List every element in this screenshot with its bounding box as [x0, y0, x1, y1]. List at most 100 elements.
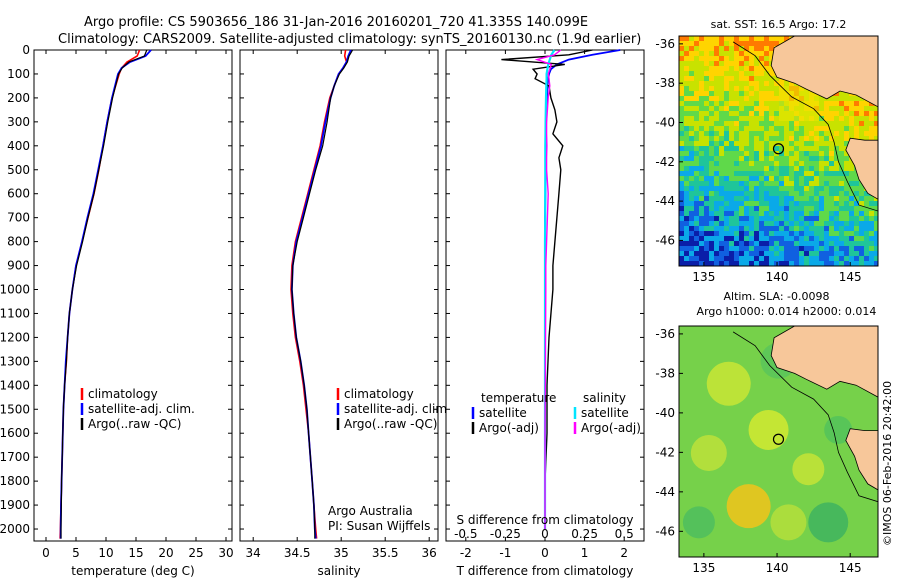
- sst-pixel: [729, 156, 735, 162]
- sst-pixel: [754, 76, 760, 82]
- sst-pixel: [854, 261, 860, 266]
- sst-pixel: [844, 196, 850, 202]
- sst-pixel: [869, 236, 875, 242]
- sst-pixel: [794, 166, 800, 172]
- sst-pixel: [749, 191, 755, 197]
- sst-pixel: [739, 116, 745, 122]
- sst-pixel: [744, 66, 750, 72]
- sst-pixel: [754, 216, 760, 222]
- map-y-tick-label: -40: [655, 115, 675, 129]
- sst-pixel: [689, 236, 695, 242]
- sst-pixel: [754, 126, 760, 132]
- sst-pixel: [869, 251, 875, 257]
- sst-pixel: [859, 191, 865, 197]
- sst-pixel: [704, 36, 710, 42]
- sst-pixel: [834, 241, 840, 247]
- sst-pixel: [699, 81, 705, 87]
- sst-pixel: [684, 161, 690, 167]
- sst-pixel: [739, 256, 745, 262]
- sst-pixel: [679, 206, 685, 212]
- sst-pixel: [769, 76, 775, 82]
- sst-pixel: [789, 206, 795, 212]
- sst-pixel: [699, 121, 705, 127]
- sst-pixel: [849, 236, 855, 242]
- sst-pixel: [784, 156, 790, 162]
- sst-pixel: [679, 151, 685, 157]
- sst-pixel: [714, 61, 720, 67]
- sst-pixel: [774, 196, 780, 202]
- sst-pixel: [684, 71, 690, 77]
- sst-pixel: [834, 96, 840, 102]
- sst-pixel: [774, 201, 780, 207]
- sst-pixel: [699, 96, 705, 102]
- sst-pixel: [804, 171, 810, 177]
- sst-pixel: [749, 126, 755, 132]
- sst-pixel: [784, 181, 790, 187]
- sst-pixel: [709, 181, 715, 187]
- sst-pixel: [804, 131, 810, 137]
- depth-tick-label: 500: [7, 163, 30, 177]
- sst-pixel: [754, 201, 760, 207]
- sst-pixel: [829, 136, 835, 142]
- sst-pixel: [719, 241, 725, 247]
- sst-pixel: [714, 201, 720, 207]
- sst-pixel: [769, 151, 775, 157]
- sst-pixel: [734, 181, 740, 187]
- sst-pixel: [824, 101, 830, 107]
- sst-pixel: [839, 246, 845, 252]
- sst-pixel: [689, 116, 695, 122]
- sst-pixel: [779, 231, 785, 237]
- sst-pixel: [719, 186, 725, 192]
- sst-pixel: [679, 111, 685, 117]
- legend-label: satellite: [479, 406, 527, 420]
- sst-pixel: [754, 41, 760, 47]
- sst-pixel: [864, 261, 870, 266]
- sst-pixel: [714, 176, 720, 182]
- sst-pixel: [689, 211, 695, 217]
- sst-pixel: [769, 166, 775, 172]
- sst-pixel: [839, 141, 845, 147]
- sst-pixel: [799, 151, 805, 157]
- sst-pixel: [839, 101, 845, 107]
- sst-pixel: [834, 196, 840, 202]
- sst-pixel: [874, 121, 878, 127]
- sst-pixel: [819, 181, 825, 187]
- sst-pixel: [734, 256, 740, 262]
- sst-pixel: [799, 226, 805, 232]
- sst-pixel: [779, 261, 785, 266]
- sst-pixel: [744, 241, 750, 247]
- sst-pixel: [689, 246, 695, 252]
- sst-pixel: [749, 121, 755, 127]
- sst-pixel: [829, 126, 835, 132]
- sst-pixel: [689, 181, 695, 187]
- sst-pixel: [869, 106, 875, 112]
- sst-pixel: [864, 251, 870, 257]
- sst-pixel: [779, 161, 785, 167]
- sla-map-title: Altim. SLA: -0.0098: [723, 290, 829, 303]
- sst-pixel: [754, 86, 760, 92]
- sst-pixel: [779, 191, 785, 197]
- sst-pixel: [684, 256, 690, 262]
- sst-pixel: [804, 211, 810, 217]
- sst-pixel: [734, 156, 740, 162]
- salinity-panel: 34 34.5 35 35.5 36salinityclimatologysatelli…: [239, 49, 451, 578]
- sst-pixel: [809, 136, 815, 142]
- sst-pixel: [684, 56, 690, 62]
- sst-pixel: [679, 201, 685, 207]
- sst-pixel: [869, 131, 875, 137]
- sst-pixel: [714, 196, 720, 202]
- sst-pixel: [864, 236, 870, 242]
- sst-pixel: [759, 236, 765, 242]
- sst-pixel: [754, 221, 760, 227]
- sst-pixel: [744, 246, 750, 252]
- sst-pixel: [844, 101, 850, 107]
- sst-pixel: [844, 106, 850, 112]
- sst-pixel: [759, 156, 765, 162]
- sst-pixel: [704, 216, 710, 222]
- sst-pixel: [714, 71, 720, 77]
- map-frame: [678, 35, 879, 267]
- sst-pixel: [759, 81, 765, 87]
- sst-pixel: [759, 176, 765, 182]
- sst-pixel: [679, 156, 685, 162]
- sla-anomaly-blob: [690, 435, 727, 472]
